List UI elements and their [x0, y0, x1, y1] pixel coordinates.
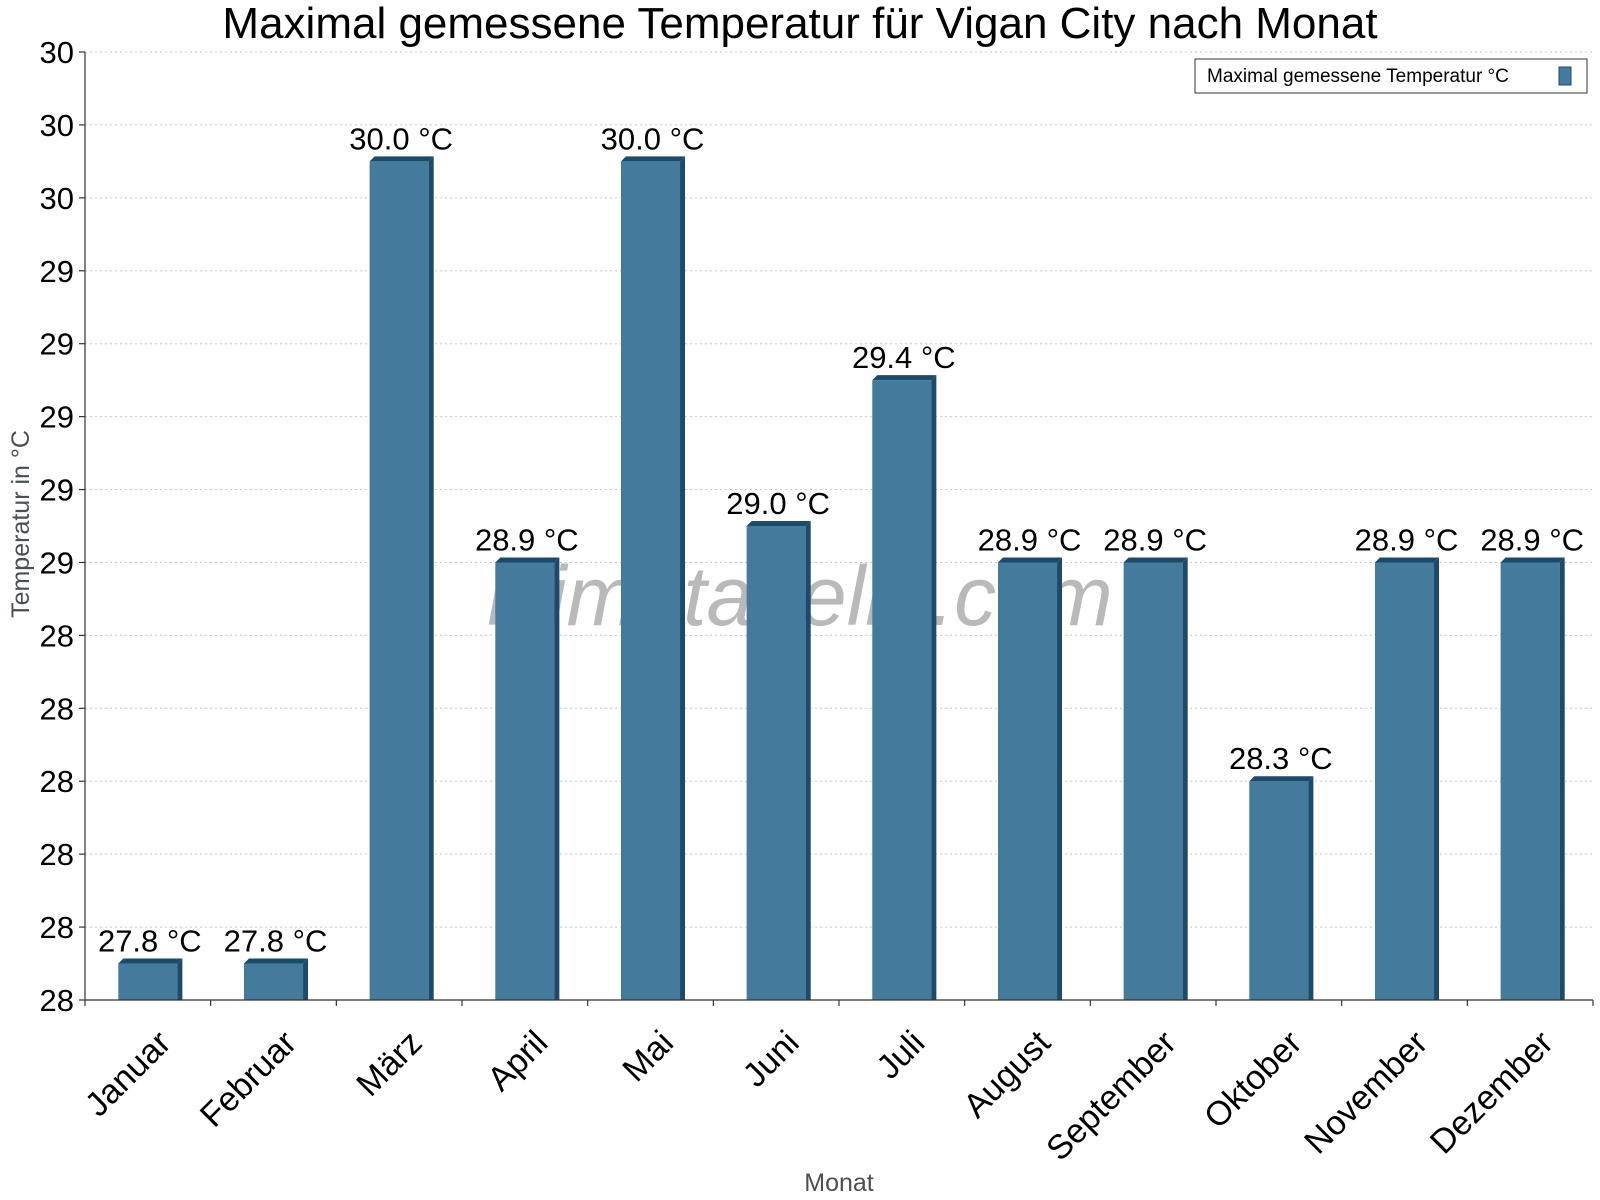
- bar-face: [1500, 562, 1560, 1000]
- bar: [495, 557, 560, 1000]
- legend-box: [1194, 58, 1588, 94]
- bar-top: [1249, 776, 1314, 782]
- data-label: 28.9 °C: [475, 522, 579, 557]
- bar-face: [997, 562, 1058, 1000]
- bar-face: [1249, 781, 1309, 1000]
- y-tick-label: 29: [40, 254, 74, 289]
- bar-face: [872, 380, 932, 1001]
- bar-side: [303, 958, 309, 1000]
- data-label: 29.4 °C: [852, 340, 956, 375]
- bar-face: [243, 963, 304, 1000]
- y-tick-label: 29: [40, 473, 74, 508]
- x-tick-label: Juli: [869, 1024, 932, 1087]
- bar-side: [1057, 557, 1063, 1000]
- bar-side: [554, 557, 560, 1000]
- bar-side: [1308, 776, 1314, 1000]
- x-tick-label: November: [1297, 1024, 1435, 1162]
- y-axis-title: Temperatur in °C: [7, 430, 35, 618]
- data-label: 30.0 °C: [349, 121, 453, 156]
- bars: [118, 156, 1565, 1001]
- bar-top: [1123, 557, 1188, 563]
- data-label: 28.9 °C: [978, 522, 1082, 557]
- y-tick-label: 30: [40, 181, 74, 216]
- y-axis-ticks: 28 28 28 28 28 28 29 29 29 29 29 30 30 30: [40, 35, 85, 1018]
- bar-top: [243, 958, 309, 964]
- bar: [243, 958, 309, 1000]
- bar-side: [805, 521, 811, 1000]
- bar-side: [1182, 557, 1188, 1000]
- x-tick-label: Dezember: [1423, 1024, 1561, 1162]
- x-tick-label: Mai: [615, 1024, 681, 1090]
- legend: Maximal gemessene Temperatur °C: [1194, 58, 1588, 94]
- bar-top: [746, 521, 811, 526]
- y-tick-label: 28: [40, 764, 74, 799]
- x-axis-title: Monat: [804, 1169, 874, 1197]
- y-tick-label: 28: [40, 618, 74, 653]
- bar-top: [620, 156, 686, 162]
- bar: [997, 557, 1063, 1000]
- x-tick-label: Juni: [736, 1024, 807, 1095]
- bar-top: [495, 557, 560, 563]
- bar: [1249, 776, 1314, 1000]
- data-label: 29.0 °C: [726, 486, 830, 521]
- legend-label: Maximal gemessene Temperatur °C: [1207, 66, 1509, 87]
- bar-face: [495, 562, 555, 1000]
- bar-top: [997, 557, 1063, 563]
- y-tick-label: 28: [40, 837, 74, 872]
- x-tick-label: Februar: [193, 1024, 304, 1135]
- bar-face: [369, 161, 429, 1000]
- data-label: 28.3 °C: [1229, 741, 1333, 776]
- y-tick-label: 28: [40, 910, 74, 945]
- y-tick-label: 30: [40, 35, 74, 70]
- x-tick-label: Januar: [78, 1024, 178, 1124]
- bar: [872, 375, 937, 1001]
- legend-swatch: [1558, 66, 1572, 86]
- bar-face: [1374, 562, 1435, 1000]
- y-tick-label: 29: [40, 545, 74, 580]
- x-tick-label: März: [349, 1024, 429, 1104]
- bar-face: [118, 963, 178, 1000]
- bar-top: [118, 958, 183, 964]
- y-tick-label: 28: [40, 691, 74, 726]
- data-labels: 27.8 °C 27.8 °C 30.0 °C 28.9 °C 30.0 °C 29.0 …: [98, 121, 1584, 958]
- bar: [620, 156, 686, 1000]
- bar-top: [1374, 557, 1440, 563]
- bar-face: [1123, 562, 1183, 1000]
- bar: [746, 521, 811, 1000]
- bar-face: [746, 526, 806, 1000]
- bar: [1500, 557, 1565, 1000]
- bar-side: [1434, 557, 1440, 1000]
- bar: [369, 156, 434, 1000]
- x-tick-label: April: [480, 1024, 555, 1099]
- y-tick-label: 30: [40, 108, 74, 143]
- data-label: 27.8 °C: [98, 924, 202, 959]
- data-label: 27.8 °C: [224, 924, 328, 959]
- bar-side: [931, 375, 937, 1001]
- x-tick-label: August: [956, 1023, 1058, 1125]
- bar-side: [1559, 557, 1565, 1000]
- data-label: 30.0 °C: [601, 121, 705, 156]
- x-tick-label: September: [1039, 1024, 1183, 1168]
- bar-top: [872, 375, 937, 381]
- data-label: 28.9 °C: [1103, 522, 1207, 557]
- bar: [118, 958, 183, 1000]
- bar-top: [369, 156, 434, 162]
- y-tick-label: 29: [40, 327, 74, 362]
- bar-face: [620, 161, 681, 1000]
- bar: [1374, 557, 1440, 1000]
- data-label: 28.9 °C: [1480, 522, 1584, 557]
- bar-top: [1500, 557, 1565, 563]
- gridlines: [85, 51, 1593, 928]
- bar: [1123, 557, 1188, 1000]
- x-tick-label: Oktober: [1197, 1024, 1309, 1136]
- x-axis-ticks: Januar Februar März April Mai Juni Juli AugustS…: [78, 1000, 1594, 1168]
- y-tick-label: 29: [40, 400, 74, 435]
- bar-side: [177, 958, 183, 1000]
- bar-side: [428, 156, 434, 1000]
- y-tick-label: 28: [40, 983, 74, 1018]
- data-label: 28.9 °C: [1355, 522, 1459, 557]
- chart-title: Maximal gemessene Temperatur für Vigan C…: [222, 0, 1377, 48]
- bar-side: [680, 156, 686, 1000]
